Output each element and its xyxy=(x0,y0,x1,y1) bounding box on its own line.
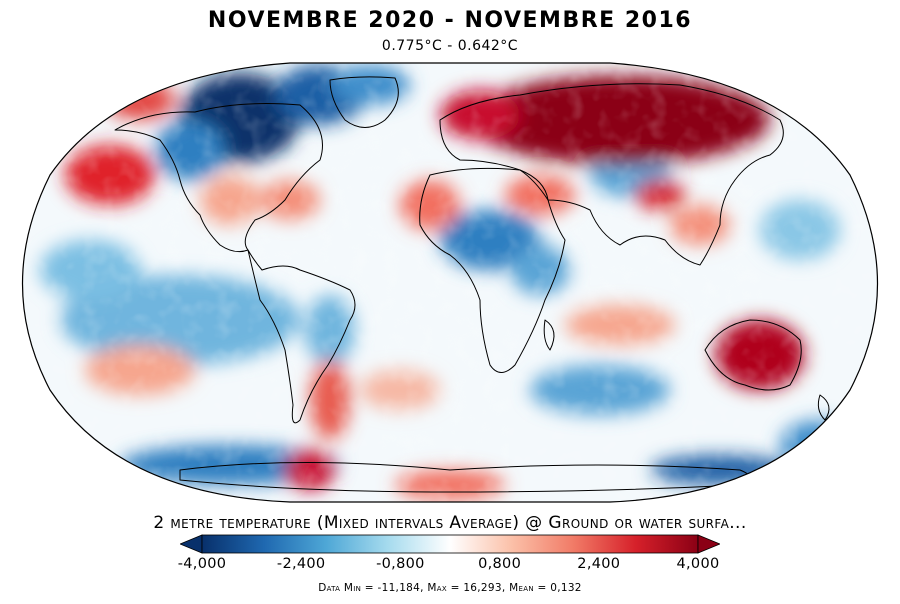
colorbar-tick-label: 2,400 xyxy=(577,556,621,572)
colorbar-tick-label: -0,800 xyxy=(376,556,425,572)
colorbar-tick-label: -4,000 xyxy=(177,556,227,572)
colorbar-tick-label: -2,400 xyxy=(276,556,326,572)
colorbar-max-arrow xyxy=(697,534,720,554)
colorbar-tick-label: 4,000 xyxy=(676,556,720,572)
colorbar-bar xyxy=(201,534,699,554)
map-title: NOVEMBRE 2020 - NOVEMBRE 2016 xyxy=(207,8,693,33)
map-subtitle: 0.775°C - 0.642°C xyxy=(381,38,519,54)
colorbar-min-arrow xyxy=(180,534,203,554)
data-stats: Data Min = -11,184, Max = 16,293, Mean =… xyxy=(318,582,582,594)
anomaly-field xyxy=(22,63,878,502)
globe-outline xyxy=(21,62,879,503)
colorbar xyxy=(180,534,720,554)
variable-label: 2 metre temperature (Mixed intervals Ave… xyxy=(153,513,747,533)
coastlines xyxy=(114,76,830,493)
world-map xyxy=(21,62,879,503)
colorbar-tick-label: 0,800 xyxy=(478,556,522,572)
